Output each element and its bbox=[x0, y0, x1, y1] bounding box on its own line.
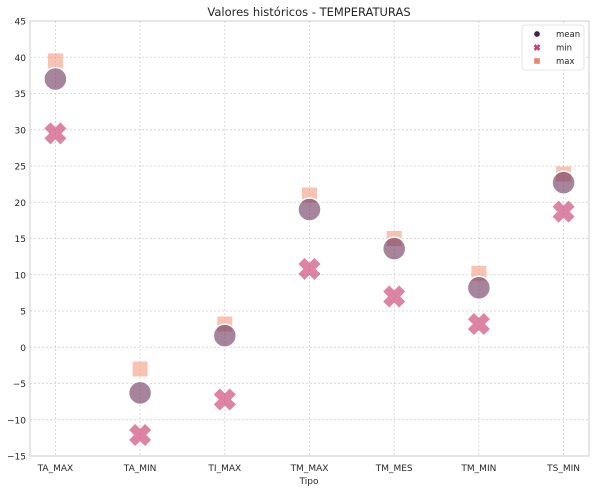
y-tick-label: 10 bbox=[15, 271, 27, 281]
point-mean bbox=[297, 197, 322, 222]
point-min bbox=[383, 285, 406, 308]
point-min bbox=[129, 423, 152, 446]
y-tick-label: 30 bbox=[15, 126, 27, 136]
x-axis-label: Tipo bbox=[299, 477, 319, 487]
y-tick-label: −5 bbox=[13, 380, 26, 390]
x-tick-label: TA_MAX bbox=[37, 464, 74, 474]
y-tick-label: 45 bbox=[15, 18, 26, 28]
x-tick-label: TA_MIN bbox=[123, 464, 157, 474]
y-tick-label: 5 bbox=[20, 308, 26, 318]
point-mean bbox=[551, 170, 576, 195]
legend-label-max: max bbox=[556, 57, 575, 67]
point-min bbox=[213, 388, 236, 411]
point-mean bbox=[212, 323, 238, 348]
y-tick-label: 40 bbox=[15, 54, 27, 64]
plot-frame bbox=[29, 20, 590, 457]
point-mean bbox=[127, 380, 153, 406]
chart-title: Valores históricos - TEMPERATURAS bbox=[207, 5, 410, 19]
point-min bbox=[44, 122, 67, 145]
point-mean bbox=[43, 66, 68, 92]
grid-lines bbox=[30, 20, 589, 457]
y-tick-label: 25 bbox=[15, 163, 26, 173]
y-tick-label: −15 bbox=[7, 453, 26, 463]
x-tick-label: TS_MIN bbox=[546, 464, 580, 474]
point-min bbox=[552, 200, 575, 223]
x-tick-label: TM_MES bbox=[375, 464, 413, 474]
x-tick-label: TM_MIN bbox=[460, 464, 496, 474]
point-mean bbox=[381, 236, 407, 261]
point-mean bbox=[466, 275, 492, 301]
legend-label-mean: mean bbox=[556, 30, 580, 40]
y-axis-ticks: −15 −10 −5 0 5 10 15 20 25 30 35 40 45 bbox=[7, 18, 26, 463]
legend-marker-mean bbox=[532, 29, 542, 39]
x-tick-label: TM_MAX bbox=[290, 464, 329, 474]
point-min bbox=[467, 313, 490, 336]
data-marks bbox=[43, 53, 576, 446]
legend-label-min: min bbox=[556, 44, 572, 54]
point-max bbox=[132, 361, 148, 377]
legend-marker-max bbox=[534, 58, 540, 64]
x-tick-label: TI_MAX bbox=[207, 464, 241, 474]
y-tick-label: 20 bbox=[15, 199, 27, 209]
legend-marker-min bbox=[533, 44, 541, 51]
x-axis-ticks: TA_MAX TA_MIN TI_MAX TM_MAX TM_MES TM_MIN TS_M… bbox=[37, 464, 580, 474]
point-max bbox=[47, 53, 63, 69]
y-tick-label: 0 bbox=[20, 344, 26, 354]
y-tick-label: 15 bbox=[15, 235, 26, 245]
point-min bbox=[298, 257, 321, 280]
y-tick-label: 35 bbox=[15, 90, 26, 100]
y-tick-label: −10 bbox=[7, 416, 26, 426]
legend: mean min max bbox=[521, 24, 585, 71]
